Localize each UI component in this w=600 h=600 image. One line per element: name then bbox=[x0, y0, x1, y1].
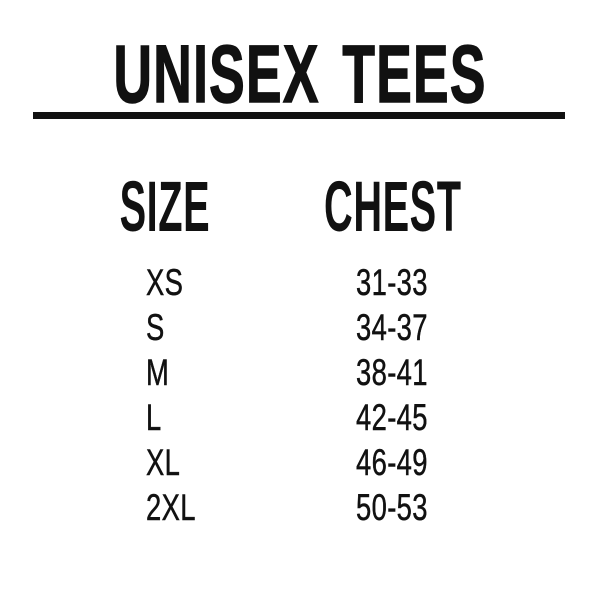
size-value: XS bbox=[146, 262, 184, 304]
chest-value: 31-33 bbox=[356, 262, 428, 304]
table-row-m: M 38-41 bbox=[0, 350, 600, 395]
chest-value: 38-41 bbox=[356, 352, 428, 394]
chest-value: 34-37 bbox=[356, 307, 428, 349]
table-row-2xl: 2XL 50-53 bbox=[0, 485, 600, 530]
size-value: XL bbox=[146, 442, 181, 484]
table-row-s: S 34-37 bbox=[0, 305, 600, 350]
table-row-xl: XL 46-49 bbox=[0, 440, 600, 485]
chest-value: 50-53 bbox=[356, 487, 428, 529]
size-table: XS 31-33 S 34-37 M 38-41 L 42-45 XL 46-4… bbox=[0, 260, 600, 530]
table-row-xs: XS 31-33 bbox=[0, 260, 600, 305]
size-value: L bbox=[146, 397, 162, 439]
chest-value: 46-49 bbox=[356, 442, 428, 484]
title-underline bbox=[33, 112, 565, 119]
table-row-l: L 42-45 bbox=[0, 395, 600, 440]
size-value: M bbox=[146, 352, 170, 394]
chart-title: UNISEX TEES bbox=[0, 29, 600, 120]
column-header-chest-label: CHEST bbox=[324, 168, 462, 247]
size-value: S bbox=[146, 307, 165, 349]
column-header-chest: CHEST bbox=[270, 172, 510, 243]
chest-value: 42-45 bbox=[356, 397, 428, 439]
column-header-size: SIZE bbox=[45, 172, 285, 243]
chart-title-text: UNISEX TEES bbox=[113, 29, 487, 120]
size-value: 2XL bbox=[146, 487, 196, 529]
column-header-size-label: SIZE bbox=[119, 168, 211, 247]
